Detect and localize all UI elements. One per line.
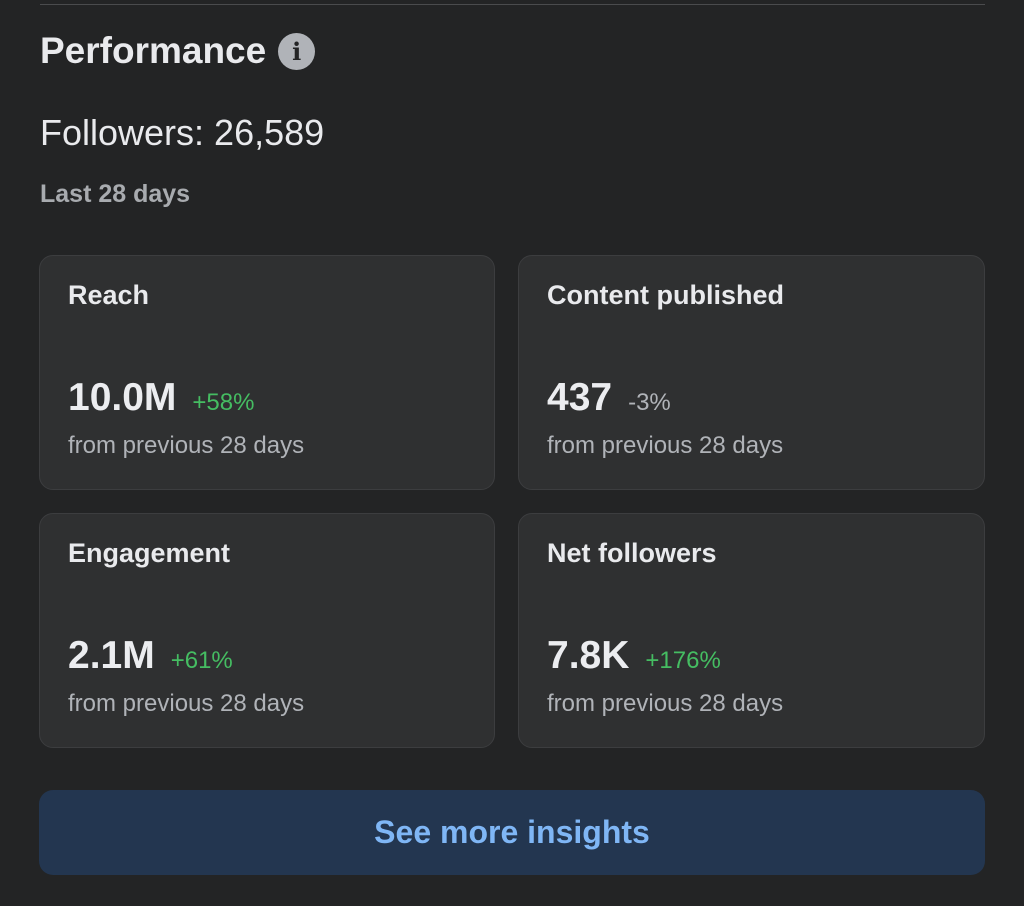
card-value: 10.0M xyxy=(68,376,177,419)
card-value: 7.8K xyxy=(547,634,630,677)
card-subtext: from previous 28 days xyxy=(68,690,305,717)
card-label: Content published xyxy=(547,280,784,310)
card-change: +176% xyxy=(645,647,721,674)
card-value: 2.1M xyxy=(68,634,155,677)
info-icon[interactable]: i xyxy=(278,32,316,70)
card-label: Net followers xyxy=(547,538,717,568)
net-followers-card[interactable]: Net followers 7.8K +176% from previous 28… xyxy=(518,513,985,748)
card-label: Reach xyxy=(68,280,150,310)
see-more-insights-button[interactable]: See more insights xyxy=(39,790,985,875)
content-published-card[interactable]: Content published 437 -3% from previous 2… xyxy=(518,255,985,490)
card-subtext: from previous 28 days xyxy=(68,432,305,459)
engagement-card[interactable]: Engagement 2.1M +61% from previous 28 day… xyxy=(39,513,495,748)
card-subtext: from previous 28 days xyxy=(547,432,784,459)
card-change: -3% xyxy=(628,389,671,416)
card-change: +58% xyxy=(192,389,255,416)
card-label: Engagement xyxy=(68,538,231,568)
page-title: Performance xyxy=(40,30,267,71)
card-subtext: from previous 28 days xyxy=(547,690,784,717)
section-header: Performance i xyxy=(40,30,316,72)
card-change: +61% xyxy=(170,647,233,674)
card-value: 437 xyxy=(547,376,613,419)
period-label: Last 28 days xyxy=(40,180,191,208)
divider xyxy=(40,4,985,5)
reach-card[interactable]: Reach 10.0M +58% from previous 28 days xyxy=(39,255,495,490)
followers-count: Followers: 26,589 xyxy=(40,112,325,153)
